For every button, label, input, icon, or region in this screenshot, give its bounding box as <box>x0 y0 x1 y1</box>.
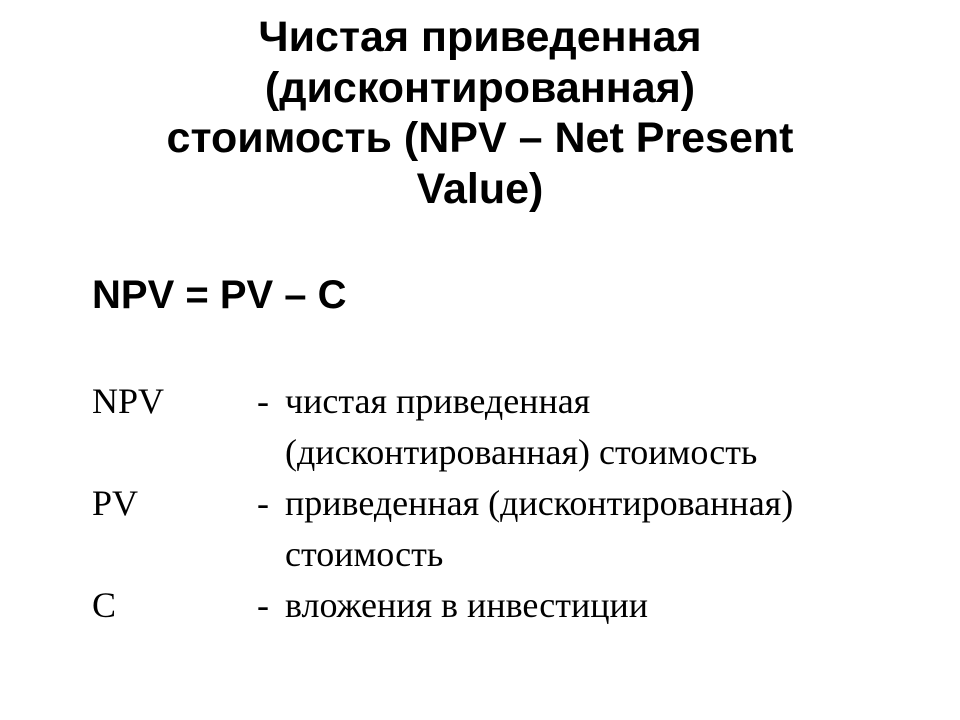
definitions: NPV - чистая приведенная (дисконтированн… <box>92 376 900 632</box>
dash: - <box>257 376 285 427</box>
desc-c-line1: вложения в инвестиции <box>285 580 900 631</box>
slide-title: Чистая приведенная (дисконтированная) ст… <box>60 12 900 215</box>
dash: - <box>257 580 285 631</box>
title-line-2: (дисконтированная) <box>60 63 900 114</box>
desc-pv-line2: стоимость <box>285 529 900 580</box>
slide: Чистая приведенная (дисконтированная) ст… <box>0 0 960 720</box>
title-line-1: Чистая приведенная <box>60 12 900 63</box>
desc-npv-line2: (дисконтированная) стоимость <box>285 427 900 478</box>
def-pv: PV - приведенная (дисконтированная) <box>92 478 900 529</box>
def-c: C - вложения в инвестиции <box>92 580 900 631</box>
term-pv: PV <box>92 478 257 529</box>
title-line-3: стоимость (NPV – Net Present <box>60 113 900 164</box>
term-c: C <box>92 580 257 631</box>
def-npv: NPV - чистая приведенная <box>92 376 900 427</box>
title-line-4: Value) <box>60 164 900 215</box>
term-npv: NPV <box>92 376 257 427</box>
npv-formula: NPV = PV – C <box>92 273 900 318</box>
desc-npv-line1: чистая приведенная <box>285 376 900 427</box>
dash: - <box>257 478 285 529</box>
desc-pv-line1: приведенная (дисконтированная) <box>285 478 900 529</box>
